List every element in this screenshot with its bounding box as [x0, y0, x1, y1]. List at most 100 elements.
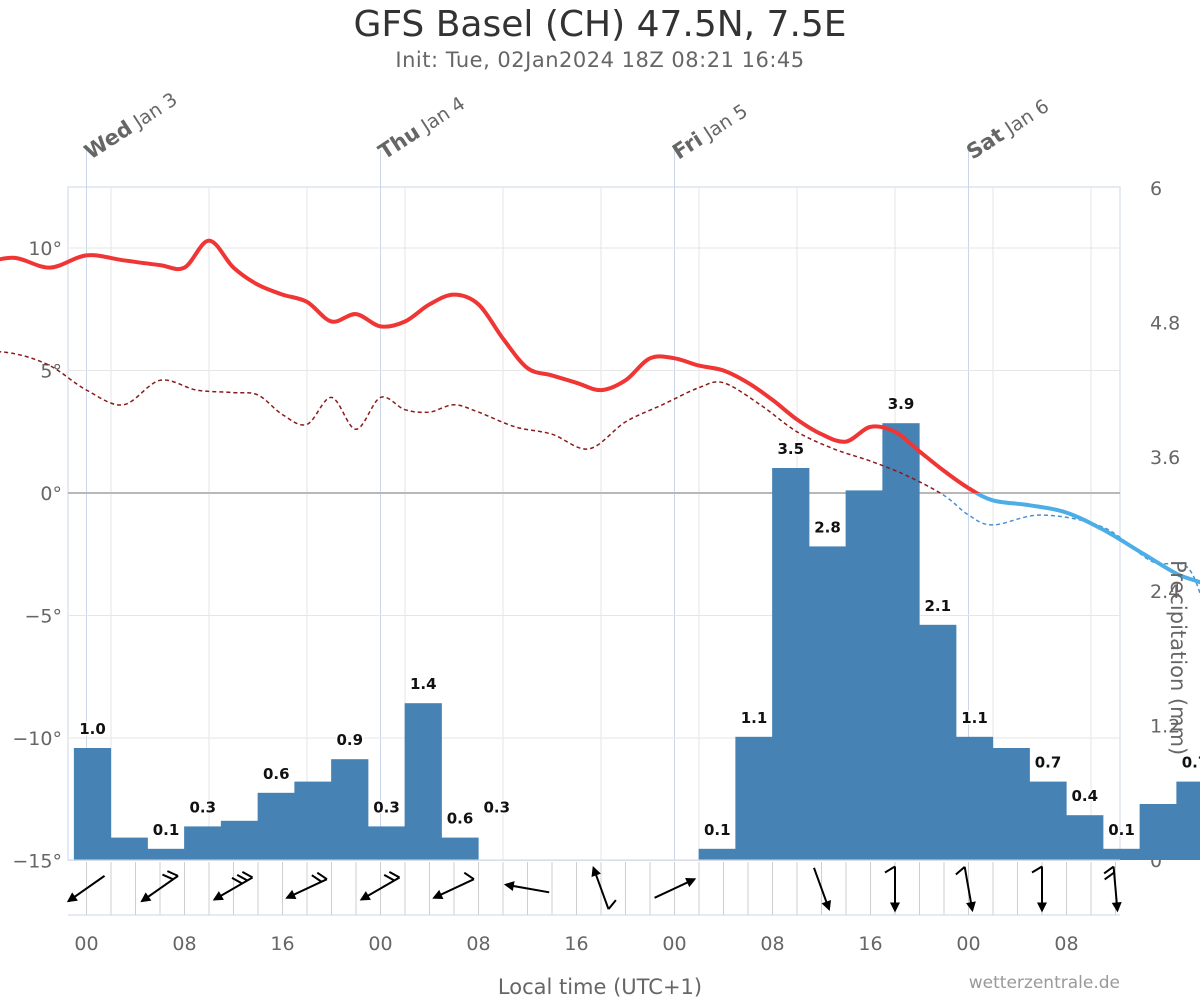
y-left-tick-label: 0°: [40, 483, 62, 505]
wind-barb-head: [890, 902, 900, 913]
wind-barb-head: [140, 892, 152, 903]
wind-barb-feather: [607, 899, 617, 910]
wind-barb-feather: [231, 876, 243, 885]
precip-bar: [331, 759, 369, 860]
wind-barb: [813, 867, 831, 912]
dewpoint-line-warm: [0, 351, 942, 493]
wind-barb-feather: [383, 873, 395, 882]
precip-data-label: 3.9: [888, 395, 915, 413]
y-right-tick-label: 4.8: [1150, 312, 1180, 334]
wind-barb-feather: [955, 866, 966, 876]
precip-data-label: 0.7: [1182, 754, 1200, 772]
day-label: Wed Jan 3: [80, 87, 181, 164]
precip-bar: [698, 848, 736, 860]
wind-barb-head: [285, 889, 297, 899]
y-left-tick-label: −15°: [12, 851, 62, 873]
wind-barb-head: [821, 899, 831, 912]
precip-data-label: 0.1: [153, 821, 180, 839]
x-hour-tick-label: 16: [564, 933, 588, 955]
dewpoint-line-cold: [938, 493, 1200, 596]
precip-bar: [367, 826, 406, 860]
precip-bar: [845, 490, 883, 860]
day-label: Sat Jan 6: [962, 94, 1053, 165]
precip-data-label: 2.1: [924, 597, 951, 615]
wind-barb-feather: [1104, 871, 1115, 881]
day-label-date: Jan 4: [412, 93, 469, 141]
precip-data-label: 0.1: [704, 821, 731, 839]
wind-barb-head: [966, 901, 976, 913]
wind-barb-feather: [388, 870, 401, 879]
precip-data-label: 1.4: [410, 675, 437, 693]
y-right-tick-label: 3.6: [1150, 447, 1180, 469]
precip-bar: [257, 792, 295, 860]
credit-label: wetterzentrale.de: [968, 973, 1120, 993]
precip-data-label: 0.6: [263, 765, 290, 783]
wind-barb: [503, 881, 550, 894]
x-hour-tick-label: 08: [172, 933, 196, 955]
precip-bar: [73, 748, 112, 860]
wind-barb-feather: [1031, 865, 1043, 874]
precip-data-label: 0.6: [447, 810, 474, 828]
x-hour-tick-label: 08: [1054, 933, 1078, 955]
x-hour-tick-label: 00: [74, 933, 98, 955]
precip-data-label: 1.1: [741, 709, 768, 727]
wind-barb-head: [685, 878, 697, 888]
precip-bar: [992, 748, 1030, 860]
precip-data-label: 0.3: [483, 798, 510, 816]
y-right-tick-label: 1.2: [1150, 716, 1180, 738]
wind-barb: [884, 865, 900, 913]
y-left-tick-label: −10°: [12, 728, 62, 750]
wind-barb-head: [503, 881, 515, 891]
precip-bar: [1066, 815, 1104, 860]
y-right-tick-label: 2.4: [1150, 581, 1180, 603]
wind-barb: [359, 870, 401, 901]
x-hour-tick-label: 08: [466, 933, 490, 955]
wind-barb-head: [1037, 902, 1047, 913]
wind-barb: [285, 871, 328, 899]
chart-title: GFS Basel (CH) 47.5N, 7.5E: [353, 4, 847, 45]
wind-barb-feather: [241, 870, 254, 879]
wind-barb: [654, 878, 697, 899]
wind-barb: [212, 870, 254, 901]
precip-bar: [404, 703, 442, 860]
x-hour-tick-label: 16: [858, 933, 882, 955]
temperature-line-cold: [972, 493, 1200, 585]
precip-bar: [110, 837, 148, 860]
wind-barb: [1103, 865, 1122, 913]
wind-barb: [66, 875, 106, 903]
precip-data-label: 2.8: [814, 518, 841, 536]
wind-barb-feather: [162, 873, 174, 881]
wind-barb: [432, 871, 475, 899]
wind-barb-head: [212, 891, 224, 901]
precip-bar: [808, 546, 847, 860]
precip-bar: [147, 848, 185, 860]
y-right-tick-label: 6: [1150, 178, 1162, 200]
wind-barb-feather: [884, 865, 896, 874]
y-left-tick-label: 5°: [40, 361, 62, 383]
precip-data-label: 0.3: [189, 798, 216, 816]
precip-bar: [1102, 848, 1141, 860]
precip-bar: [184, 826, 222, 860]
precip-bar: [1176, 781, 1200, 860]
precip-bar: [882, 423, 920, 860]
y-left-tick-label: −5°: [24, 606, 62, 628]
day-label: Fri Jan 5: [668, 98, 752, 164]
x-hour-tick-label: 16: [270, 933, 294, 955]
precip-data-label: 0.3: [373, 798, 400, 816]
wind-barb-feather: [166, 870, 179, 877]
wind-barb-feather: [316, 871, 328, 881]
day-label-date: Jan 6: [996, 95, 1053, 143]
day-label-date: Jan 3: [125, 88, 182, 136]
precip-bar: [919, 624, 957, 860]
x-hour-tick-label: 00: [956, 933, 980, 955]
precip-bar: [1029, 781, 1067, 860]
precip-bar: [955, 736, 994, 860]
wind-barb-feather: [236, 873, 248, 882]
wind-barb-feather: [463, 871, 475, 881]
x-hour-tick-label: 00: [662, 933, 686, 955]
wind-barb: [1031, 865, 1047, 913]
temperature-line-warm: [0, 238, 981, 493]
wind-barb: [140, 870, 179, 903]
precip-data-label: 1.1: [961, 709, 988, 727]
